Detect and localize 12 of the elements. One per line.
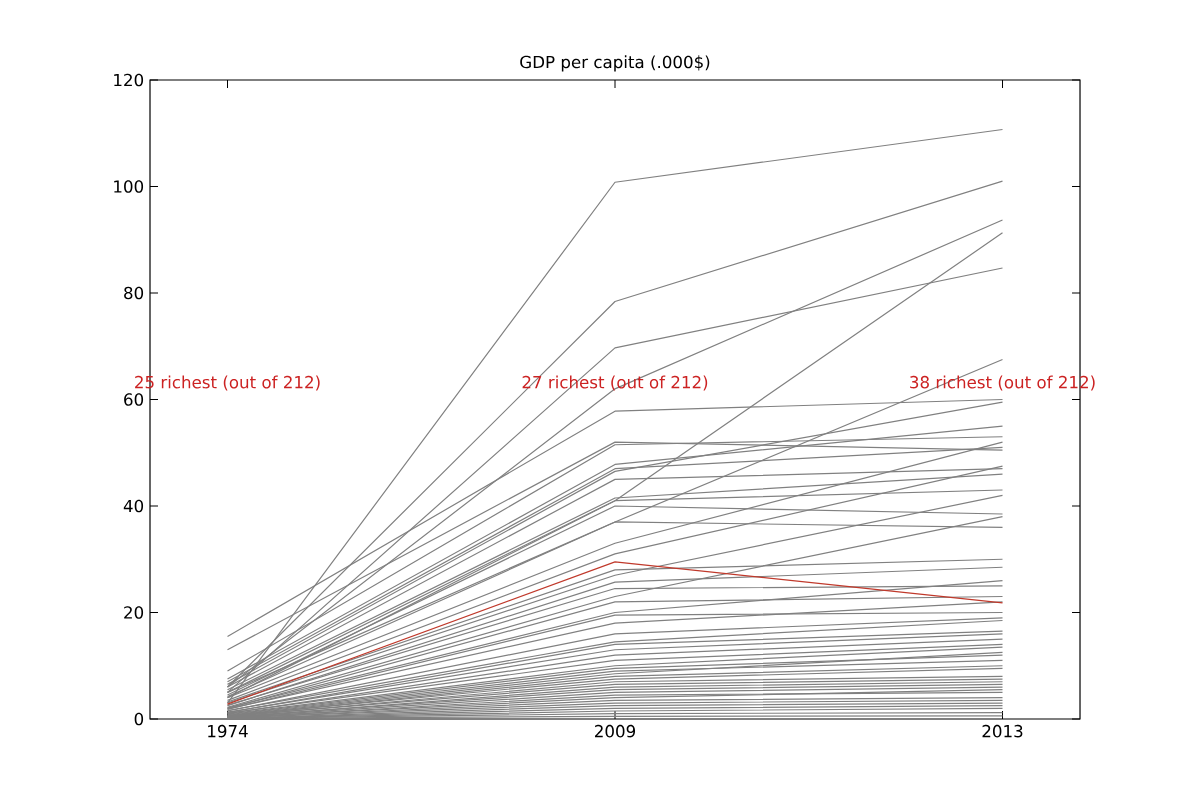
x-tick-label: 2013 <box>982 724 1023 738</box>
y-tick-label: 40 <box>123 499 144 513</box>
y-tick-label: 60 <box>124 393 144 406</box>
y-tick-label: 20 <box>124 606 144 619</box>
chart-title: GDP per capita (.000$) <box>520 55 710 72</box>
y-tick-label: 80 <box>124 286 144 300</box>
y-tick-label: 100 <box>114 180 144 193</box>
x-tick-label: 2009 <box>595 724 636 738</box>
x-tick-label: 1974 <box>208 724 248 738</box>
y-tick-label: 0 <box>134 712 144 726</box>
y-tick-label: 120 <box>114 73 144 87</box>
annotation: 27 richest (out of 212) <box>522 375 708 391</box>
